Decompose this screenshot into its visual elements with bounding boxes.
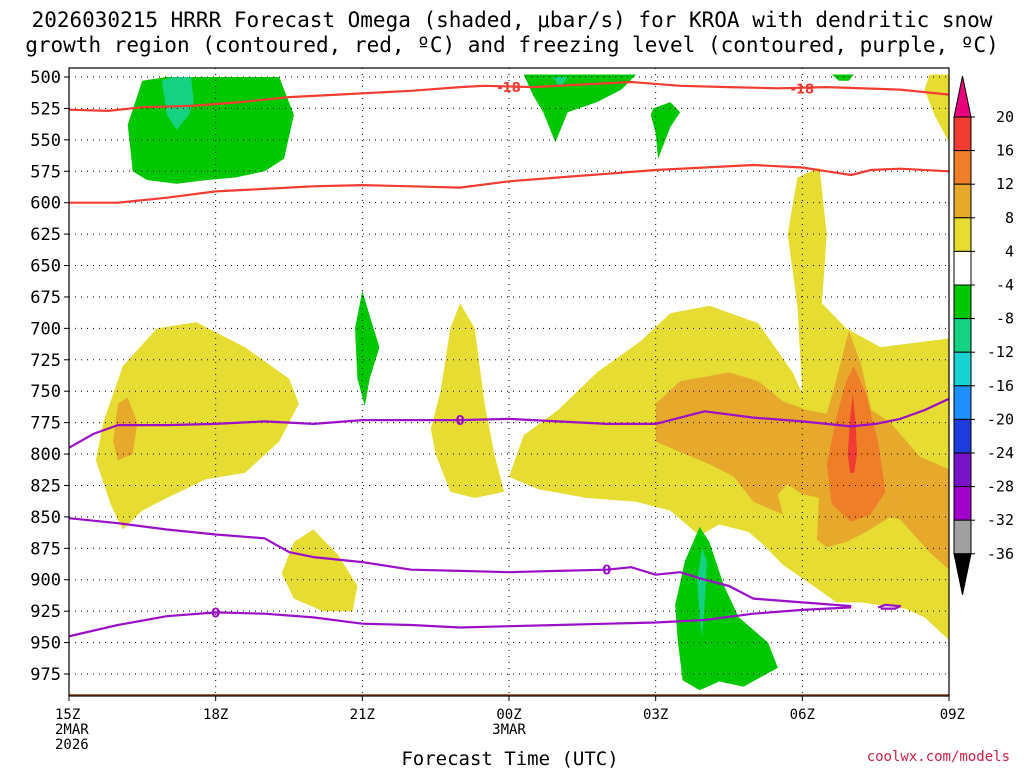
colorbar-label--12: -12: [987, 343, 1014, 361]
freezing-level-line-0: [69, 397, 949, 449]
omega-region-15: [675, 526, 778, 691]
omega-region-18: [697, 548, 707, 637]
contour-label-1: -18: [791, 82, 815, 97]
y-tick-label-825: 825: [30, 476, 61, 496]
omega-region-11: [523, 74, 637, 143]
y-tick-label-925: 925: [30, 602, 61, 622]
colorbar-label--28: -28: [987, 478, 1014, 496]
x-tick-label-06Z: 06Z: [790, 707, 815, 723]
colorbar-swatch-3: [953, 183, 972, 219]
contour-label-2: 0: [456, 414, 465, 429]
colorbar-swatch-2: [953, 150, 972, 185]
colorbar-swatch-7: [953, 318, 972, 353]
y-tick-label-625: 625: [30, 225, 61, 245]
chart-title-line-2: growth region (contoured, red, ºC) and f…: [25, 33, 999, 57]
y-tick-label-950: 950: [30, 634, 61, 654]
y-tick-label-750: 750: [30, 382, 61, 402]
colorbar-swatch-9: [953, 385, 972, 420]
omega-region-9: [847, 393, 858, 473]
y-tick-label-975: 975: [30, 665, 61, 685]
x-tick-sublabel-2026: 2026: [55, 737, 89, 753]
colorbar-label--36: -36: [987, 545, 1014, 563]
colorbar-label--24: -24: [987, 444, 1014, 462]
y-tick-label-850: 850: [30, 508, 61, 528]
y-tick-label-900: 900: [30, 571, 61, 591]
x-tick-label-15Z: 15Z: [55, 707, 80, 723]
y-tick-label-525: 525: [30, 99, 61, 119]
colorbar-swatch-4: [953, 217, 972, 252]
freezing-level-line-3: [877, 603, 902, 610]
dendritic-isotherm-line-0: [69, 80, 949, 113]
y-tick-label-775: 775: [30, 414, 61, 434]
y-axis: 500 525 550 575 600 625 650 675 700 725 750 775 800 8…: [30, 68, 69, 685]
colorbar-swatch-13: [953, 519, 972, 555]
colorbar-swatch-5: [953, 250, 972, 286]
colorbar-label-8: 8: [1005, 209, 1014, 227]
omega-region-2: [430, 303, 505, 498]
x-tick-label-03Z: 03Z: [643, 707, 668, 723]
colorbar-label--8: -8: [996, 310, 1014, 328]
omega-region-1: [281, 529, 358, 612]
contour-label-4: 0: [211, 606, 220, 621]
contour-layer: -18 -18 0 0 0: [69, 80, 949, 638]
terrain-band: [69, 694, 949, 696]
omega-region-17: [553, 77, 568, 85]
omega-region-12: [650, 102, 681, 159]
colorbar-swatch-11: [953, 452, 972, 488]
omega-region-16: [161, 77, 194, 130]
chart-title-line-1: 2026030215 HRRR Forecast Omega (shaded, …: [32, 8, 993, 32]
omega-region-10: [127, 77, 294, 184]
x-tick-label-18Z: 18Z: [203, 707, 228, 723]
omega-region-4: [924, 74, 949, 143]
colorbar-label-4: 4: [1005, 242, 1014, 260]
contour-label-0: -18: [497, 81, 521, 96]
colorbar-swatch-10: [953, 418, 972, 454]
colorbar-swatch-1: [953, 116, 972, 152]
colorbar: 20 16 12 8 4 -4 -8 -12 -16 -20 -24 -28 -32 -36: [953, 75, 1014, 595]
omega-region-0: [95, 322, 299, 530]
dendritic-isotherm-line-1: [69, 163, 949, 204]
omega-region-13: [831, 74, 854, 81]
freezing-level-line-2: [69, 606, 852, 638]
omega-region-6: [113, 397, 138, 461]
colorbar-label-12: 12: [996, 175, 1014, 193]
x-tick-sublabel-2MAR: 2MAR: [55, 722, 89, 738]
y-tick-label-550: 550: [30, 131, 61, 151]
omega-shading-layer: [95, 74, 949, 691]
colorbar-bottom-arrow: [953, 553, 972, 595]
omega-region-14: [355, 290, 380, 407]
y-tick-label-600: 600: [30, 194, 61, 214]
y-tick-label-650: 650: [30, 257, 61, 277]
x-tick-label-00Z: 00Z: [496, 707, 521, 723]
x-axis-label: Forecast Time (UTC): [401, 748, 618, 768]
colorbar-top-arrow: [953, 75, 972, 118]
x-tick-sublabel-3MAR: 3MAR: [492, 722, 526, 738]
colorbar-label-20: 20: [996, 108, 1014, 126]
colorbar-label--16: -16: [987, 377, 1014, 395]
x-tick-label-21Z: 21Z: [350, 707, 375, 723]
y-tick-label-875: 875: [30, 539, 61, 559]
y-tick-label-700: 700: [30, 319, 61, 339]
y-tick-label-675: 675: [30, 288, 61, 308]
y-tick-label-725: 725: [30, 351, 61, 371]
colorbar-label--4: -4: [996, 276, 1014, 294]
y-tick-label-575: 575: [30, 162, 61, 182]
colorbar-label-16: 16: [996, 142, 1014, 160]
colorbar-label--32: -32: [987, 511, 1014, 529]
watermark: coolwx.com/models: [867, 749, 1010, 765]
colorbar-swatch-6: [953, 284, 972, 320]
y-tick-label-800: 800: [30, 445, 61, 465]
terrain-layer: [69, 694, 949, 696]
contour-label-3: 0: [602, 564, 611, 579]
freezing-level-line-1: [69, 517, 852, 608]
x-tick-label-09Z: 09Z: [940, 707, 965, 723]
colorbar-swatch-8: [953, 351, 972, 387]
colorbar-swatch-12: [953, 486, 972, 521]
y-tick-label-500: 500: [30, 68, 61, 88]
omega-region-5: [655, 372, 949, 570]
colorbar-label--20: -20: [987, 410, 1014, 428]
